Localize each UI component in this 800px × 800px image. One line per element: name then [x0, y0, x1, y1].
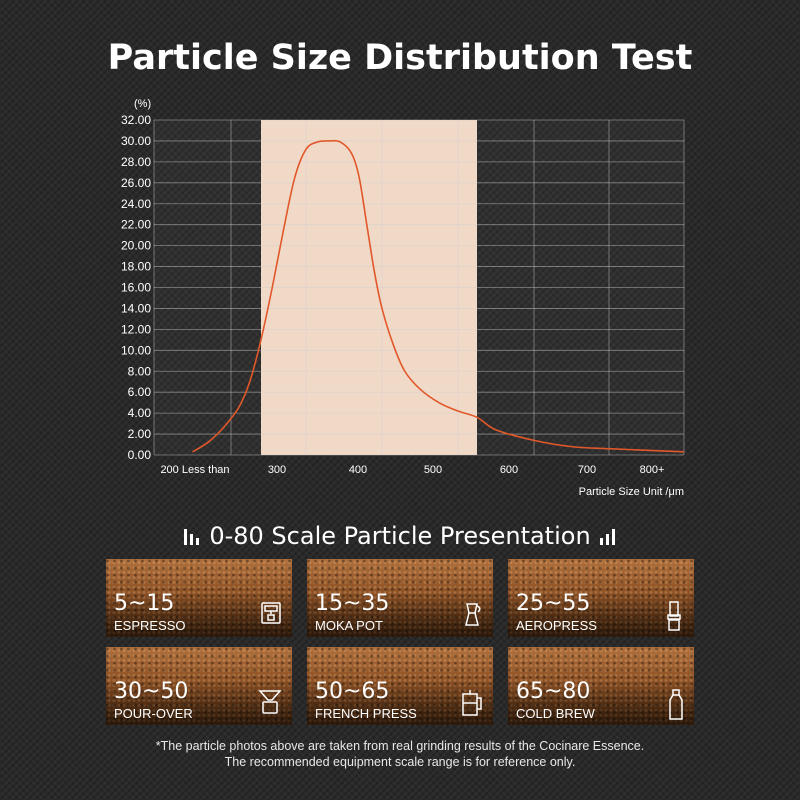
y-tick-label: 6.00: [128, 385, 152, 399]
y-tick-label: 18.00: [121, 260, 151, 274]
tile-method: ESPRESSO: [114, 618, 186, 633]
footnote-line-1: *The particle photos above are taken fro…: [155, 739, 645, 753]
y-tick-label: 24.00: [121, 197, 151, 211]
moka-pot-icon: [465, 603, 481, 626]
tile-range: 5~15: [114, 591, 175, 616]
tile-method: AEROPRESS: [516, 618, 597, 633]
tile-french-press: 50~65 FRENCH PRESS: [307, 647, 493, 725]
x-tick-label: 500: [424, 464, 442, 476]
distribution-line: [192, 139, 685, 453]
distribution-chart: 32.00 30.00 28.00 26.00 24.00 22.00 20.00 18.00…: [121, 98, 685, 498]
tile-pour-over: 30~50 POUR-OVER: [106, 647, 292, 725]
page-title: Particle Size Distribution Test: [107, 38, 693, 78]
chart-grid: [153, 119, 685, 456]
x-tick-label: 400: [349, 464, 367, 476]
tile-range: 50~65: [315, 679, 390, 704]
cold-brew-bottle-icon: [669, 689, 683, 720]
tile-method: MOKA POT: [315, 618, 383, 633]
footnote: *The particle photos above are taken fro…: [0, 738, 800, 770]
y-tick-label: 14.00: [121, 301, 151, 315]
french-press-icon: [462, 690, 482, 716]
pour-over-icon: [258, 690, 282, 714]
signal-bars-icon: [184, 529, 200, 545]
section-title: 0-80 Scale Particle Presentation: [0, 522, 800, 550]
espresso-machine-icon: [261, 602, 281, 624]
y-tick-label: 22.00: [121, 218, 151, 232]
y-tick-label: 16.00: [121, 281, 151, 295]
x-axis-unit-label: Particle Size Unit /μm: [579, 486, 684, 498]
x-tick-label: 700: [578, 464, 596, 476]
tile-range: 15~35: [315, 591, 390, 616]
y-tick-label: 28.00: [121, 155, 151, 169]
tile-range: 25~55: [516, 591, 591, 616]
footnote-line-2: The recommended equipment scale range is…: [224, 755, 576, 769]
tile-moka-pot: 15~35 MOKA POT: [307, 559, 493, 637]
x-tick-label: 300: [268, 464, 286, 476]
y-tick-label: 4.00: [128, 406, 152, 420]
y-tick-label: 10.00: [121, 343, 151, 357]
x-axis-ticks: 200 Less than 300 400 500 600 700 800+: [160, 464, 664, 476]
aeropress-icon: [667, 601, 681, 631]
tile-method: POUR-OVER: [114, 706, 193, 721]
tile-range: 30~50: [114, 679, 189, 704]
tile-aeropress: 25~55 AEROPRESS: [508, 559, 694, 637]
signal-bars-icon-right: [599, 529, 615, 545]
tile-method: FRENCH PRESS: [315, 706, 417, 721]
y-tick-label: 8.00: [128, 364, 152, 378]
x-tick-label: 800+: [640, 464, 665, 476]
tile-espresso: 5~15 ESPRESSO: [106, 559, 292, 637]
tile-cold-brew: 65~80 COLD BREW: [508, 647, 694, 725]
x-tick-label: 200 Less than: [160, 464, 229, 476]
y-tick-label: 2.00: [128, 427, 152, 441]
y-axis-ticks: 32.00 30.00 28.00 26.00 24.00 22.00 20.00 18.00…: [121, 113, 151, 462]
section-title-text: 0-80 Scale Particle Presentation: [209, 522, 591, 550]
tile-method: COLD BREW: [516, 706, 595, 721]
y-tick-label: 12.00: [121, 322, 151, 336]
tile-range: 65~80: [516, 679, 591, 704]
y-tick-label: 30.00: [121, 134, 151, 148]
y-axis-unit-label: (%): [134, 98, 151, 110]
y-tick-label: 20.00: [121, 239, 151, 253]
y-tick-label: 26.00: [121, 176, 151, 190]
y-tick-label: 32.00: [121, 113, 151, 127]
x-tick-label: 600: [500, 464, 518, 476]
y-tick-label: 0.00: [128, 448, 152, 462]
